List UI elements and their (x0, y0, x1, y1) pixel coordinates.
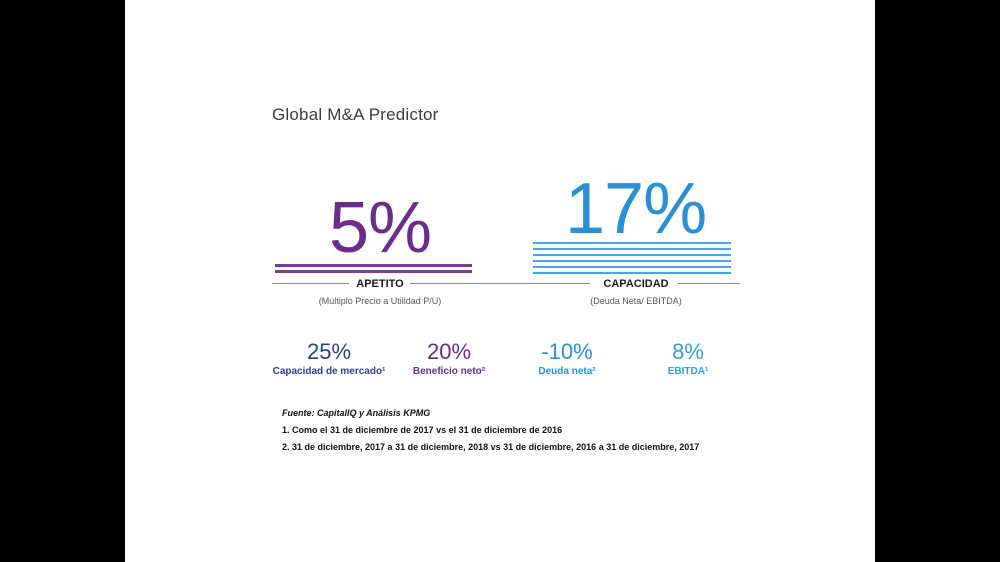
appetite-line-top (275, 264, 472, 267)
metric-label: Beneficio neto² (412, 366, 486, 377)
slide: Global M&A Predictor 5% 17% APETITO (Múl… (125, 0, 875, 562)
capacity-line-3 (533, 254, 731, 256)
capacity-sub-label: (Deuda Neta/ EBITDA) (590, 296, 682, 306)
metric-net-debt: -10% Deuda neta² (497, 339, 637, 379)
divider-right (678, 283, 740, 284)
appetite-big-value: 5% (329, 188, 432, 268)
divider-left (272, 283, 349, 284)
appetite-sub-label: (Múltiplo Precio a Utilidad P/U) (318, 296, 442, 306)
capacity-line-1 (533, 242, 731, 244)
capacity-line-6 (533, 272, 731, 274)
capacity-line-2 (533, 248, 731, 250)
metric-label: Capacidad de mercado¹ (272, 366, 386, 377)
appetite-label: APETITO (356, 278, 404, 290)
metric-ebitda: 8% EBITDA¹ (618, 339, 758, 379)
metric-value: 25% (306, 339, 352, 364)
divider-middle (410, 283, 590, 284)
metric-net-profit: 20% Beneficio neto² (379, 339, 519, 379)
footnote-1: 1. Como el 31 de diciembre de 2017 vs el… (282, 425, 563, 435)
source-note: Fuente: CapitalIQ y Análisis KPMG (282, 408, 431, 418)
footnote-2: 2. 31 de diciembre, 2017 a 31 de diciemb… (282, 442, 700, 452)
metric-value: 20% (426, 339, 472, 364)
footnotes: Fuente: CapitalIQ y Análisis KPMG 1. Com… (282, 405, 699, 456)
metric-label: Deuda neta² (538, 366, 596, 377)
metric-label: EBITDA¹ (667, 366, 709, 377)
capacity-line-4 (533, 260, 731, 262)
appetite-line-bottom (275, 270, 472, 273)
capacity-label: CAPACIDAD (603, 278, 669, 290)
slide-title: Global M&A Predictor (272, 105, 439, 124)
metric-value: 8% (672, 339, 704, 364)
capacity-line-5 (533, 266, 731, 268)
metric-value: -10% (541, 339, 593, 364)
metric-market-capacity: 25% Capacidad de mercado¹ (259, 339, 399, 379)
capacity-big-value: 17% (565, 169, 707, 249)
